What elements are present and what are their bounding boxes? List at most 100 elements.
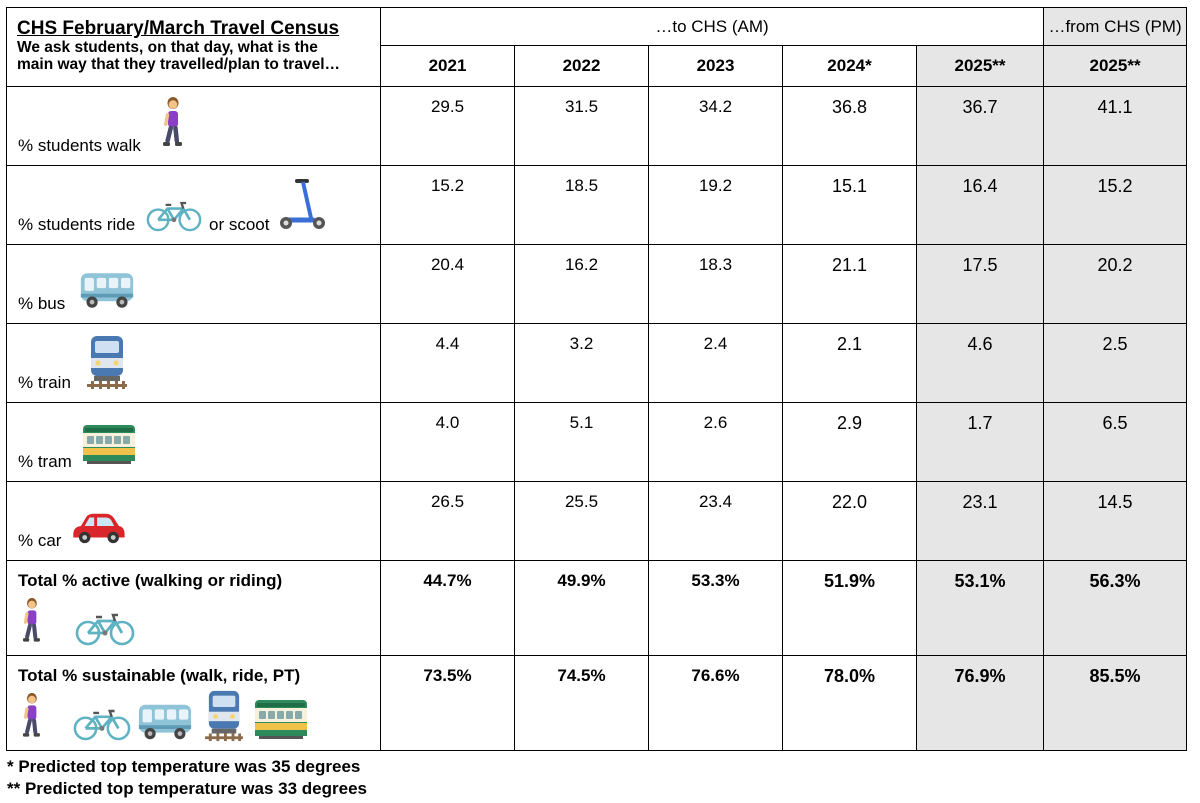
footnotes: * Predicted top temperature was 35 degre… <box>7 756 367 800</box>
row-label: % tram <box>18 452 72 471</box>
table-row: % students ride or scoot 15.2 18.5 19.2 … <box>6 165 1188 245</box>
table-cell: 26.5 <box>380 481 515 561</box>
row-label: % bus <box>18 294 66 313</box>
row-label-train: % train <box>6 323 381 403</box>
table-cell: 34.2 <box>648 86 783 166</box>
row-label: % car <box>18 531 62 550</box>
year-header: 2022 <box>514 45 649 87</box>
tram-car-icon <box>253 698 309 742</box>
year-header: 2024* <box>782 45 917 87</box>
year-header: 2021 <box>380 45 515 87</box>
bus-icon <box>79 269 135 311</box>
car-icon <box>69 508 127 546</box>
table-cell: 2.6 <box>648 402 783 482</box>
group-header-am: …to CHS (AM) <box>379 7 1045 46</box>
row-label: % students ride <box>18 215 136 234</box>
table-cell: 18.3 <box>648 244 783 324</box>
table-cell: 15.2 <box>380 165 515 245</box>
bicycle-icon <box>73 709 131 742</box>
table-cell: 20.2 <box>1043 244 1188 324</box>
group-header-pm: …from CHS (PM) <box>1043 7 1188 46</box>
row-label-bus: % bus <box>6 244 381 324</box>
table-row: % car 26.5 25.5 23.4 22.0 23.1 14.5 <box>6 481 1188 561</box>
footnote: * Predicted top temperature was 35 degre… <box>7 757 361 776</box>
table-cell: 23.4 <box>648 481 783 561</box>
table-cell: 85.5% <box>1043 655 1188 751</box>
table-cell: 53.3% <box>648 560 783 656</box>
row-label-secondary: or scoot <box>209 215 270 234</box>
table-cell: 31.5 <box>514 86 649 166</box>
table-cell: 73.5% <box>380 655 515 751</box>
table-cell: 2.1 <box>782 323 917 403</box>
table-cell: 36.8 <box>782 86 917 166</box>
table-cell: 29.5 <box>380 86 515 166</box>
table-row-total-sustainable: Total % sustainable (walk, ride, PT) 73.… <box>6 655 1188 751</box>
year-header: 2023 <box>648 45 783 87</box>
table-cell: 22.0 <box>782 481 917 561</box>
table-cell: 16.4 <box>915 165 1045 245</box>
walking-woman-icon <box>157 96 187 152</box>
table-cell: 41.1 <box>1043 86 1188 166</box>
table-cell: 14.5 <box>1043 481 1188 561</box>
table-title: CHS February/March Travel Census <box>17 18 340 39</box>
walking-woman-icon <box>17 597 45 647</box>
bus-icon <box>137 701 193 742</box>
table-cell: 56.3% <box>1043 560 1188 656</box>
row-label: Total % sustainable (walk, ride, PT) <box>18 666 301 685</box>
row-label-car: % car <box>6 481 381 561</box>
table-subtitle-line1: We ask students, on that day, what is th… <box>17 39 318 56</box>
table-cell: 51.9% <box>782 560 917 656</box>
table-cell: 36.7 <box>915 86 1045 166</box>
table-cell: 19.2 <box>648 165 783 245</box>
table-row-total-active: Total % active (walking or riding) 44.7%… <box>6 560 1188 656</box>
table-cell: 15.1 <box>782 165 917 245</box>
row-label: % students walk <box>18 136 141 155</box>
table-cell: 2.5 <box>1043 323 1188 403</box>
row-label-ride: % students ride or scoot <box>6 165 381 245</box>
table-cell: 4.4 <box>380 323 515 403</box>
table-cell: 2.9 <box>782 402 917 482</box>
year-header: 2025** <box>1043 45 1188 87</box>
table-cell: 76.6% <box>648 655 783 751</box>
table-row: % students walk 29.5 31.5 34.2 36.8 36.7… <box>6 86 1188 166</box>
table-cell: 25.5 <box>514 481 649 561</box>
kick-scooter-icon <box>277 175 333 233</box>
walking-woman-icon <box>17 692 45 742</box>
table-row: % train 4.4 3.2 2.4 2.1 4.6 2.5 <box>6 323 1188 403</box>
bicycle-icon <box>75 613 135 647</box>
table-cell: 21.1 <box>782 244 917 324</box>
row-label: Total % active (walking or riding) <box>18 571 283 590</box>
table-cell: 17.5 <box>915 244 1045 324</box>
footnote: ** Predicted top temperature was 33 degr… <box>7 779 367 798</box>
table-cell: 53.1% <box>915 560 1045 656</box>
train-icon <box>85 334 129 390</box>
table-cell: 16.2 <box>514 244 649 324</box>
table-cell: 5.1 <box>514 402 649 482</box>
table-row: % bus 20.4 16.2 18.3 21.1 17.5 20.2 <box>6 244 1188 324</box>
table-subtitle-line2: main way that they travelled/plan to tra… <box>17 56 341 73</box>
table-row: % tram 4.0 5.1 2.6 2.9 1.7 6.5 <box>6 402 1188 482</box>
table-cell: 18.5 <box>514 165 649 245</box>
total-active-label-cell: Total % active (walking or riding) <box>6 560 381 656</box>
table-cell: 49.9% <box>514 560 649 656</box>
table-cell: 6.5 <box>1043 402 1188 482</box>
table-cell: 74.5% <box>514 655 649 751</box>
total-sustainable-label-cell: Total % sustainable (walk, ride, PT) <box>6 655 381 751</box>
row-label-tram: % tram <box>6 402 381 482</box>
row-label: % train <box>18 373 71 392</box>
table-cell: 23.1 <box>915 481 1045 561</box>
row-label-walk: % students walk <box>6 86 381 166</box>
table-cell: 4.0 <box>380 402 515 482</box>
table-cell: 20.4 <box>380 244 515 324</box>
table-cell: 15.2 <box>1043 165 1188 245</box>
table-cell: 4.6 <box>915 323 1045 403</box>
train-icon <box>203 689 245 742</box>
travel-census-table: CHS February/March Travel Census We ask … <box>6 7 1188 751</box>
table-cell: 44.7% <box>380 560 515 656</box>
table-cell: 1.7 <box>915 402 1045 482</box>
table-cell: 76.9% <box>915 655 1045 751</box>
table-cell: 78.0% <box>782 655 917 751</box>
bicycle-icon <box>146 201 202 233</box>
tram-car-icon <box>81 423 137 467</box>
year-header: 2025** <box>915 45 1045 87</box>
